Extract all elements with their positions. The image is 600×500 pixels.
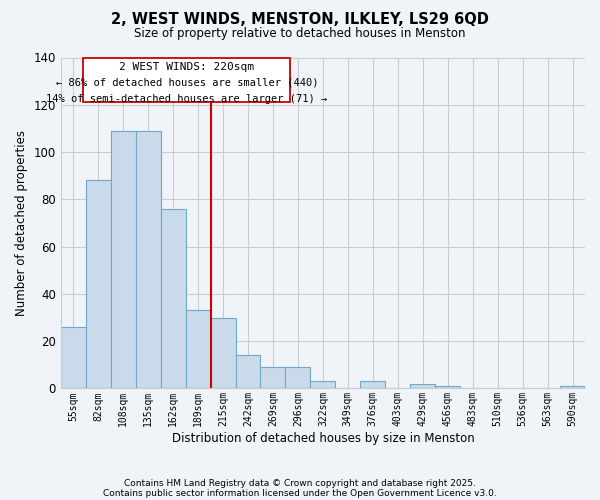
Bar [410,384,435,388]
Text: Contains public sector information licensed under the Open Government Licence v3: Contains public sector information licen… [103,488,497,498]
Bar [211,318,236,388]
Bar [111,131,136,388]
Bar [161,209,185,388]
FancyBboxPatch shape [83,58,290,102]
Bar [86,180,111,388]
Bar [136,131,161,388]
Text: 14% of semi-detached houses are larger (71) →: 14% of semi-detached houses are larger (… [46,94,328,104]
Bar [185,310,211,388]
Text: Contains HM Land Registry data © Crown copyright and database right 2025.: Contains HM Land Registry data © Crown c… [124,478,476,488]
Text: 2 WEST WINDS: 220sqm: 2 WEST WINDS: 220sqm [119,62,254,72]
Bar [560,386,585,388]
Text: Size of property relative to detached houses in Menston: Size of property relative to detached ho… [134,28,466,40]
Y-axis label: Number of detached properties: Number of detached properties [15,130,28,316]
Bar [361,382,385,388]
Bar [260,367,286,388]
X-axis label: Distribution of detached houses by size in Menston: Distribution of detached houses by size … [172,432,474,445]
Bar [435,386,460,388]
Bar [286,367,310,388]
Text: ← 86% of detached houses are smaller (440): ← 86% of detached houses are smaller (44… [56,78,318,88]
Bar [61,327,86,388]
Text: 2, WEST WINDS, MENSTON, ILKLEY, LS29 6QD: 2, WEST WINDS, MENSTON, ILKLEY, LS29 6QD [111,12,489,28]
Bar [236,356,260,388]
Bar [310,382,335,388]
